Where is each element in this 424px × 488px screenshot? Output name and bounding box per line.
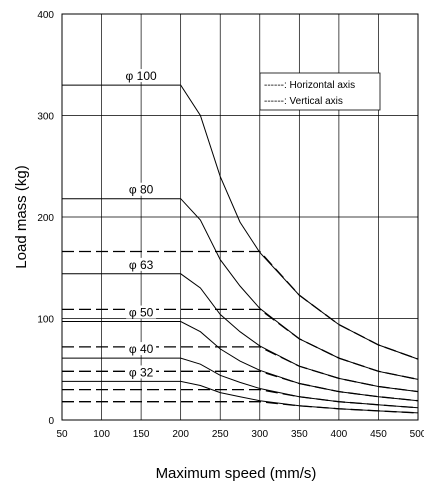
- vertical-axis-curve-11: [62, 401, 419, 414]
- legend-entry-horizontal: ------: Horizontal axis: [264, 80, 355, 91]
- x-tick-label: 500: [410, 429, 424, 440]
- curve-label-bg: [126, 342, 157, 356]
- vertical-axis-curve-7: [62, 308, 419, 381]
- curve-labels: φ 100 φ 80 φ 63 φ 50 φ 40 φ 32: [126, 69, 157, 379]
- vertical-axis-curve-10: [62, 388, 419, 409]
- curve-label: φ 50: [129, 306, 154, 320]
- curve-label-bg: [126, 305, 157, 319]
- x-tick-label: 300: [251, 429, 268, 440]
- y-tick-label: 200: [37, 213, 54, 224]
- curve-label: φ 63: [129, 258, 154, 272]
- y-tick-label: 0: [48, 416, 54, 427]
- x-tick-label: 400: [331, 429, 348, 440]
- x-tick-label: 250: [212, 429, 229, 440]
- tick-labels: 50 100 150 200 250 300 350 400 450 500 0 100 200 300 4…: [37, 10, 424, 440]
- x-tick-label: 150: [133, 429, 150, 440]
- x-tick-label: 200: [172, 429, 189, 440]
- y-axis-title: Load mass (kg): [13, 165, 30, 268]
- horizontal-axis-curve-2: [62, 273, 419, 393]
- x-tick-label: 450: [370, 429, 387, 440]
- x-tick-label: 100: [93, 429, 110, 440]
- curve-label: φ 40: [129, 342, 154, 356]
- plot-frame: [61, 13, 419, 421]
- curve-label-bg: [126, 365, 157, 379]
- y-tick-label: 300: [37, 112, 54, 123]
- curve-label-bg: [126, 182, 157, 196]
- x-tick-label: 350: [291, 429, 308, 440]
- x-axis-title: Maximum speed (mm/s): [156, 465, 317, 482]
- legend-box: [259, 72, 381, 111]
- y-tick-label: 400: [37, 10, 54, 21]
- vertical-axis-curve-8: [62, 346, 419, 393]
- legend-entry-vertical: ------: Vertical axis: [264, 96, 343, 107]
- data-series: [62, 84, 419, 414]
- y-tick-label: 100: [37, 315, 54, 326]
- curve-label: φ 80: [129, 183, 154, 197]
- curve-label-bg: [126, 257, 157, 271]
- legend: ------: Horizontal axis ------: Vertical…: [259, 72, 381, 111]
- x-tick-label: 50: [56, 429, 68, 440]
- vertical-axis-curve-6: [62, 250, 419, 360]
- curve-label: φ 100: [126, 69, 157, 83]
- curve-label-bg: [126, 69, 157, 83]
- vertical-axis-curve-9: [62, 370, 419, 402]
- curve-label: φ 32: [129, 365, 154, 379]
